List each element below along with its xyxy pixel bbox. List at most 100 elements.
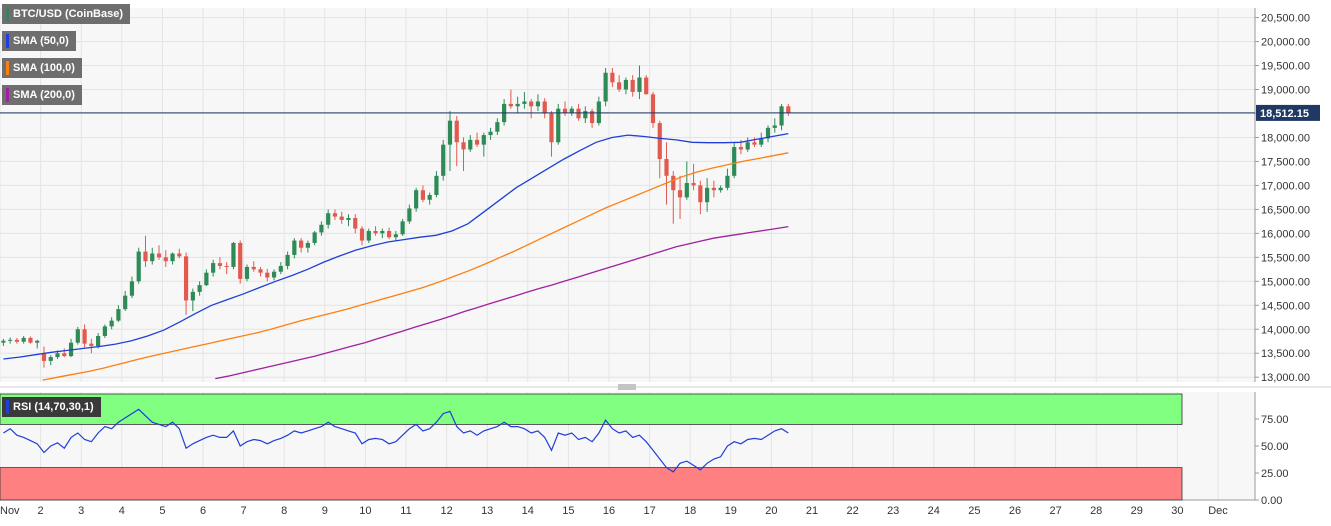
candle-body xyxy=(319,224,324,233)
candle-body xyxy=(359,228,365,241)
candle-body xyxy=(508,103,513,107)
x-tick-label: 22 xyxy=(846,505,858,517)
legend-label: RSI (14,70,30,1) xyxy=(13,401,94,413)
rsi-tick-label: 25.00 xyxy=(1261,468,1289,480)
candle-body xyxy=(346,218,351,220)
candle-body xyxy=(177,253,182,257)
rsi-overbought-zone xyxy=(0,393,1183,425)
price-tick-label: 16,000.00 xyxy=(1261,228,1310,240)
legend-label: SMA (200,0) xyxy=(13,89,75,101)
x-tick-label: 17 xyxy=(643,505,655,517)
sma-group xyxy=(3,132,789,381)
candle-body xyxy=(779,106,784,126)
candle-body xyxy=(211,263,216,273)
candle-body xyxy=(677,190,683,198)
legend-label: SMA (100,0) xyxy=(13,62,75,74)
candle-body xyxy=(89,343,94,347)
candle-body xyxy=(332,213,338,217)
price-tick-label: 13,000.00 xyxy=(1261,372,1310,384)
legend-item[interactable]: BTC/USD (CoinBase) xyxy=(2,4,131,24)
candle-body xyxy=(258,269,263,273)
candle-body xyxy=(123,295,128,310)
candle-body xyxy=(556,108,561,143)
legend-item[interactable]: SMA (100,0) xyxy=(2,58,82,78)
x-tick-label: 26 xyxy=(1009,505,1021,517)
x-tick-label: 28 xyxy=(1090,505,1102,517)
price-tick-label: 14,000.00 xyxy=(1261,324,1310,336)
candle-body xyxy=(535,101,541,107)
candle-body xyxy=(414,190,419,209)
legend-item[interactable]: SMA (200,0) xyxy=(2,85,82,105)
candle-body xyxy=(664,159,669,176)
candle-body xyxy=(251,266,256,270)
rsi-legend-item[interactable]: RSI (14,70,30,1) xyxy=(2,397,101,417)
candle-body xyxy=(617,82,622,90)
candle-body xyxy=(765,127,771,139)
x-tick-label: 5 xyxy=(159,505,165,517)
candle-body xyxy=(562,108,568,113)
candle-body xyxy=(271,271,277,278)
candle-body xyxy=(35,340,40,343)
candle-body xyxy=(238,242,243,279)
candle-body xyxy=(596,101,601,124)
x-tick-label: 8 xyxy=(281,505,287,517)
candle-body xyxy=(610,72,615,83)
sma-200-line xyxy=(215,225,789,380)
price-tick-label: 13,500.00 xyxy=(1261,348,1310,360)
candle-body xyxy=(698,185,703,203)
x-tick-label: 10 xyxy=(359,505,371,517)
candle-body xyxy=(353,218,358,229)
price-tick-label: 17,000.00 xyxy=(1261,180,1310,192)
candle-body xyxy=(400,221,405,235)
candle-body xyxy=(752,142,757,145)
candle-body xyxy=(183,256,189,301)
candle-body xyxy=(725,175,730,188)
price-tick-label: 18,000.00 xyxy=(1261,132,1310,144)
legend-item[interactable]: SMA (50,0) xyxy=(2,31,76,51)
candle-body xyxy=(637,77,642,92)
candle-body xyxy=(691,183,696,186)
x-tick-label: 16 xyxy=(603,505,615,517)
candle-body xyxy=(657,123,662,160)
price-tick-label: 17,500.00 xyxy=(1261,156,1310,168)
candle-body xyxy=(420,190,426,200)
candle-body xyxy=(718,187,723,191)
candle-body xyxy=(41,353,47,361)
candle-body xyxy=(373,230,378,234)
candle-body xyxy=(156,253,162,258)
candle-body xyxy=(434,175,439,195)
candle-body xyxy=(204,272,209,286)
legend-label: SMA (50,0) xyxy=(13,35,69,47)
candle-body xyxy=(197,285,202,292)
candle-body xyxy=(427,195,432,200)
sma-50-line xyxy=(3,132,789,360)
candle-body xyxy=(386,230,392,238)
candle-body xyxy=(644,77,649,95)
candle-body xyxy=(82,329,87,344)
candle-body xyxy=(380,230,385,234)
candle-body xyxy=(224,265,229,267)
price-tick-label: 20,500.00 xyxy=(1261,13,1310,25)
candle-body xyxy=(136,251,141,282)
candle-body xyxy=(62,353,67,357)
candle-body xyxy=(244,266,250,279)
x-tick-label: 30 xyxy=(1171,505,1183,517)
candle-body xyxy=(447,120,453,145)
legend-swatch xyxy=(6,34,9,48)
x-tick-label: Dec xyxy=(1208,505,1228,517)
x-tick-label: 6 xyxy=(200,505,206,517)
price-panel-bg xyxy=(0,8,1255,382)
candle-body xyxy=(231,242,236,267)
x-tick-label: 12 xyxy=(440,505,452,517)
price-tick-label: 16,500.00 xyxy=(1261,204,1310,216)
candle-body xyxy=(170,253,175,262)
candle-body xyxy=(109,320,114,327)
rsi-tick-label: 0.00 xyxy=(1261,495,1282,507)
candle-body xyxy=(522,101,527,104)
candle-body xyxy=(474,139,480,145)
x-tick-label: 14 xyxy=(522,505,534,517)
last-price-tag xyxy=(1256,104,1320,121)
candle-body xyxy=(745,142,750,150)
candle-body xyxy=(143,251,148,262)
